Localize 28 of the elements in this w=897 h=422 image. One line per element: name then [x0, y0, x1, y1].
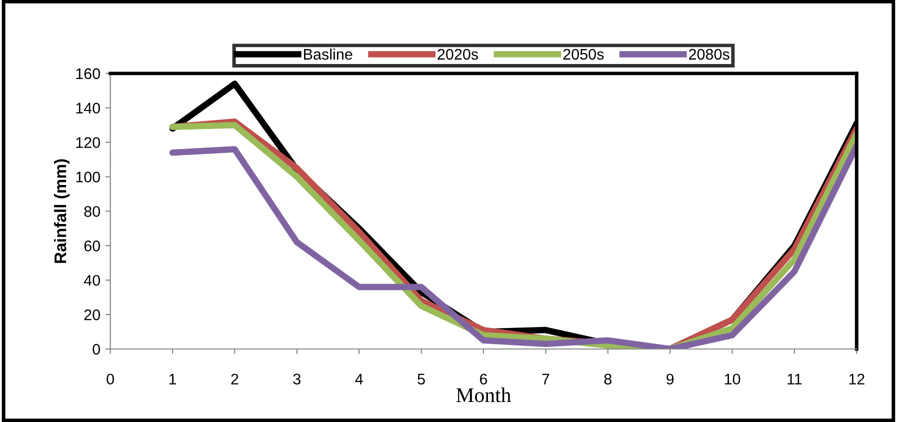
x-axis-title: Month	[456, 388, 511, 402]
y-tick-label: 80	[84, 206, 100, 217]
legend-label: 2050s	[563, 48, 604, 60]
x-tick-label: 4	[355, 374, 363, 384]
y-tick-label: 60	[84, 240, 100, 252]
legend-label: 2020s	[438, 48, 478, 60]
x-tick-label: 5	[418, 374, 425, 385]
y-axis-title: Rainfall (mm)	[54, 159, 70, 263]
x-tick-label: 6	[480, 374, 488, 385]
y-tick-label: 100	[76, 172, 100, 182]
y-tick-label: 160	[76, 68, 100, 80]
x-tick-label: 7	[542, 374, 550, 384]
x-tick-label: 9	[666, 374, 674, 385]
x-tick-label: 12	[849, 374, 864, 384]
legend-label: 2080s	[689, 48, 730, 60]
y-tick-label: 140	[76, 102, 100, 114]
x-tick-label: 1	[169, 374, 176, 384]
x-tick-label: 2	[231, 374, 238, 384]
x-tick-label: 8	[604, 374, 612, 385]
x-tick-label: 3	[293, 374, 300, 385]
x-tick-label: 0	[106, 374, 114, 385]
y-tick-label: 20	[84, 309, 100, 320]
legend-label: Basline	[304, 48, 352, 60]
x-tick-label: 10	[724, 374, 740, 385]
y-tick-label: 120	[76, 137, 100, 148]
y-tick-label: 40	[84, 274, 100, 286]
x-tick-label: 11	[788, 374, 802, 384]
y-tick-label: 0	[92, 344, 100, 355]
